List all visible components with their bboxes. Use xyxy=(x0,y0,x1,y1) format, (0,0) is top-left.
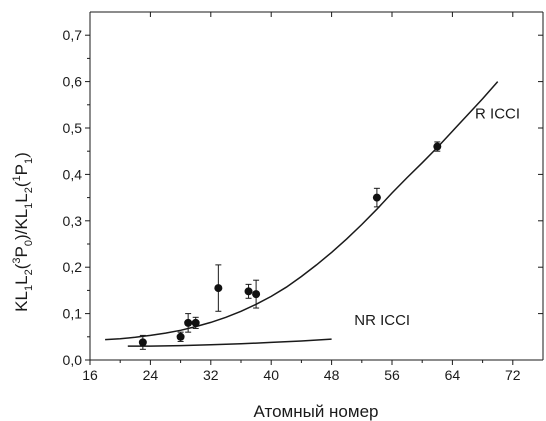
labels: Атомный номер KL1​L2​(3​P0​)/KL1​L2​(1​P… xyxy=(11,152,378,421)
x-tick-label: 40 xyxy=(263,367,279,383)
x-axis-label: Атомный номер xyxy=(254,402,379,421)
x-tick-label: 48 xyxy=(324,367,340,383)
data-point xyxy=(138,338,147,347)
curve-label-nr-icci: NR ICCI xyxy=(354,312,410,329)
data-points xyxy=(138,142,442,347)
x-tick-label: 24 xyxy=(143,367,159,383)
data-point xyxy=(433,142,442,151)
y-tick-label: 0,5 xyxy=(63,120,83,136)
y-axis-label: KL1​L2​(3​P0​)/KL1​L2​(1​P1​) xyxy=(11,152,35,312)
data-point xyxy=(372,193,381,202)
data-point xyxy=(184,318,193,327)
data-point xyxy=(252,290,261,299)
y-tick-label: 0,1 xyxy=(63,306,83,322)
ticks: 16 24 32 40 48 56 64 72 0,0 0,1 0,2 0,3 0,4 0,5 0,6 0,7 xyxy=(63,12,543,383)
y-tick-label: 0,0 xyxy=(63,352,83,368)
y-tick-label: 0,4 xyxy=(63,166,83,182)
y-tick-label: 0,7 xyxy=(63,27,83,43)
x-tick-label: 56 xyxy=(384,367,400,383)
y-tick-label: 0,6 xyxy=(63,74,83,90)
x-tick-label: 16 xyxy=(82,367,98,383)
curve-nr-icci xyxy=(127,338,332,347)
x-tick-label: 64 xyxy=(445,367,461,383)
curve-label-r-icci: R ICCI xyxy=(475,106,520,123)
y-tick-label: 0,3 xyxy=(63,213,83,229)
curves: R ICCI NR ICCI xyxy=(105,81,520,347)
data-point xyxy=(214,284,223,293)
y-tick-label: 0,2 xyxy=(63,259,83,275)
data-point xyxy=(244,287,253,296)
axes xyxy=(89,11,544,361)
x-tick-label: 32 xyxy=(203,367,219,383)
data-point xyxy=(176,332,185,341)
curve-r-icci xyxy=(105,81,499,341)
x-tick-label: 72 xyxy=(505,367,521,383)
data-point xyxy=(191,318,200,327)
